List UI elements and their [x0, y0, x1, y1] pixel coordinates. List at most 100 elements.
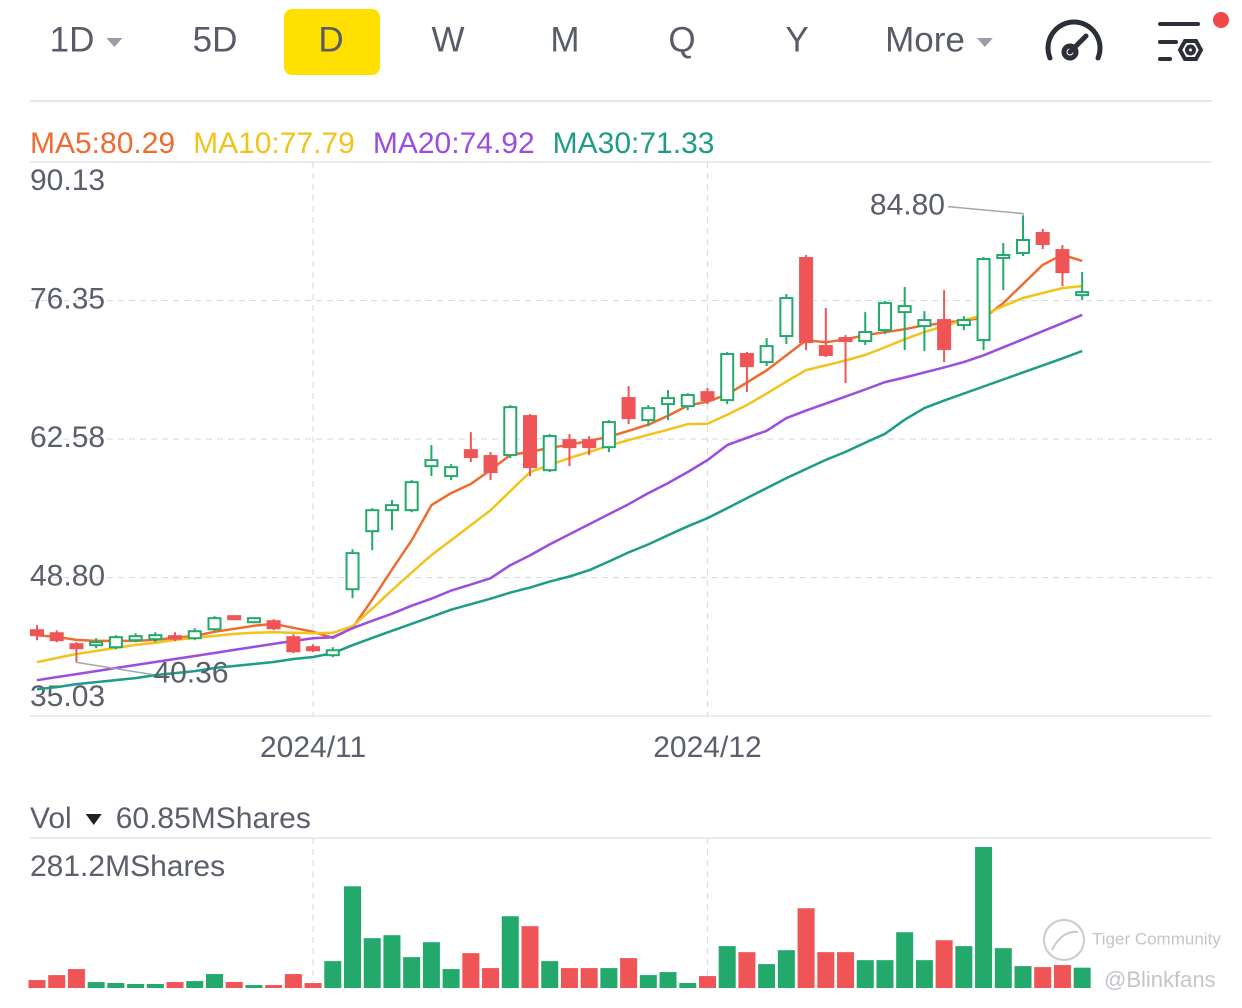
candle-body — [325, 649, 340, 657]
y-tick-label: 62.58 — [30, 421, 105, 454]
candle — [463, 432, 478, 463]
volume-bar — [580, 968, 598, 988]
candle-body — [897, 305, 912, 314]
candle-body — [1016, 239, 1030, 254]
volume-bar — [87, 982, 105, 988]
candle — [759, 338, 774, 367]
candle — [1035, 228, 1050, 250]
indicator-icon[interactable] — [1045, 19, 1103, 61]
timeframe-tab[interactable]: W — [431, 20, 464, 59]
ma-line — [36, 253, 1083, 643]
candle — [582, 436, 597, 456]
dropdown-caret — [976, 38, 993, 47]
candle-body — [562, 439, 577, 449]
settings-icon[interactable] — [1158, 22, 1204, 61]
candle-body — [621, 397, 636, 420]
candle — [542, 434, 557, 473]
ma-line — [36, 313, 1083, 682]
candle — [404, 480, 419, 513]
volume-bar — [975, 847, 993, 988]
candle — [128, 633, 143, 643]
candle — [799, 255, 814, 351]
candle-body — [266, 620, 281, 630]
volume-bar — [718, 946, 736, 988]
candle — [89, 638, 104, 649]
timeframe-tab[interactable]: Q — [668, 20, 695, 59]
candle — [956, 316, 971, 331]
candle — [976, 257, 991, 351]
candle-body — [680, 394, 695, 408]
candle — [937, 290, 952, 363]
logo-stroke — [1051, 930, 1079, 951]
volume-bar — [1073, 967, 1091, 988]
volume-bar — [777, 950, 795, 988]
volume-bar — [67, 969, 85, 988]
candle-body — [739, 353, 754, 368]
volume-title: Vol — [30, 802, 72, 835]
volume-bar — [698, 976, 716, 988]
volume-caret[interactable] — [85, 814, 102, 825]
candle — [641, 405, 656, 427]
candle-body — [582, 439, 597, 449]
volume-bar — [521, 926, 539, 988]
volume-bar — [383, 935, 401, 988]
timeframe-tab[interactable]: Y — [785, 20, 808, 59]
timeframe-tab[interactable]: D — [284, 9, 380, 75]
volume-chart: Vol 60.85MShares 281.2MShares — [28, 802, 1212, 988]
candle — [996, 243, 1011, 291]
volume-bar — [265, 985, 283, 988]
candle — [779, 294, 794, 345]
candle — [700, 388, 715, 405]
candle — [325, 647, 340, 658]
candle-body — [463, 449, 478, 459]
candle — [444, 464, 459, 481]
volume-bar — [166, 982, 184, 988]
timeframe-tab[interactable]: More — [885, 20, 993, 59]
volume-bar — [501, 916, 519, 988]
candle — [601, 420, 616, 453]
candle-body — [937, 319, 952, 351]
timeframe-tab[interactable]: 5D — [193, 20, 238, 59]
candle-body — [799, 257, 814, 344]
selected-tab-bg — [284, 9, 380, 75]
candle — [503, 405, 518, 459]
volume-bar — [186, 981, 204, 988]
volume-bar — [896, 932, 914, 988]
volume-bar — [403, 957, 421, 988]
candle-body — [345, 552, 360, 591]
volume-bar — [146, 984, 164, 988]
candle-body — [976, 258, 991, 342]
volume-readout: 60.85MShares — [116, 802, 311, 835]
volume-bar — [1034, 967, 1052, 988]
candle-body — [148, 634, 163, 641]
notification-dot — [1213, 12, 1229, 28]
candle — [345, 549, 360, 599]
ma-legend: MA20:74.92 — [373, 127, 535, 160]
candle-body — [759, 345, 774, 364]
candle-body — [1035, 231, 1050, 246]
candle — [306, 644, 321, 653]
tab-label: Q — [668, 20, 695, 59]
volume-bar — [1014, 966, 1032, 988]
volume-bar — [245, 985, 263, 988]
low-leader — [76, 661, 152, 676]
timeframe-tab[interactable]: M — [550, 20, 579, 59]
candle — [917, 311, 932, 352]
candle — [739, 352, 754, 393]
volume-bar — [915, 960, 933, 988]
candle — [838, 335, 853, 384]
volume-bar — [225, 982, 243, 988]
timeframe-tab[interactable]: 1D — [50, 20, 123, 59]
volume-bar — [797, 908, 815, 988]
volume-bar — [541, 961, 559, 988]
candle-body — [700, 391, 715, 402]
volume-bar — [935, 940, 953, 988]
candle-body — [424, 459, 439, 468]
candle-body — [503, 406, 518, 457]
candle — [483, 452, 498, 481]
watermark-logo — [1043, 919, 1085, 961]
volume-bar — [462, 953, 480, 988]
candle-body — [956, 319, 971, 327]
